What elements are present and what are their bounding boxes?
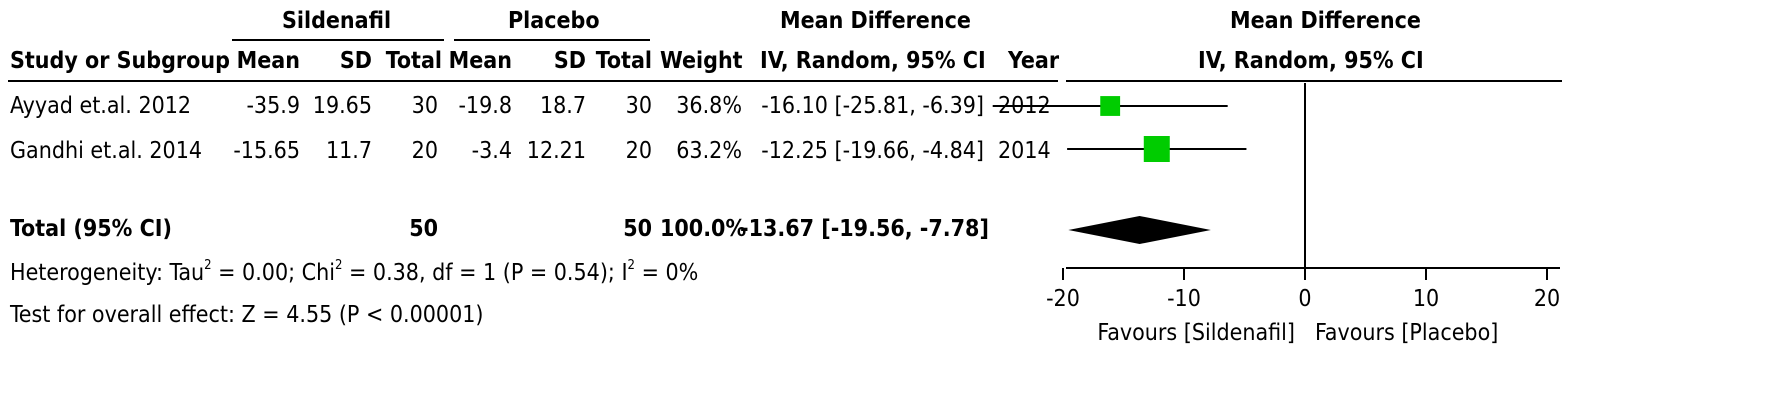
study-ci: -16.10 [-25.81, -6.39]	[761, 93, 984, 119]
study-sd2: 12.21	[526, 138, 586, 164]
year-column-header: Year	[1008, 48, 1060, 74]
study-effect-marker	[1100, 96, 1121, 116]
study-sd1: 11.7	[325, 138, 372, 164]
overall-effect-text: Test for overall effect: Z = 4.55 (P < 0…	[10, 302, 484, 328]
study-weight: 36.8%	[676, 93, 742, 119]
group1-header: Sildenafil	[282, 8, 392, 34]
x-axis-tick-label: -10	[1167, 286, 1201, 312]
study-sd1: 19.65	[312, 93, 372, 119]
plot-group-header: Mean Difference	[1230, 8, 1421, 34]
mean2-column-header: Mean	[448, 48, 512, 74]
favours-right-label: Favours [Placebo]	[1315, 320, 1498, 346]
study-ci: -12.25 [-19.66, -4.84]	[761, 138, 984, 164]
study-mean1: -35.9	[246, 93, 300, 119]
x-axis-tick-label: 10	[1413, 286, 1439, 312]
study-mean2: -19.8	[458, 93, 512, 119]
total-total1: 50	[409, 216, 438, 242]
study-mean1: -15.65	[233, 138, 300, 164]
group2-header: Placebo	[508, 8, 600, 34]
study-total1: 20	[411, 138, 438, 164]
header-divider	[8, 80, 1058, 82]
total1-column-header: Total	[385, 48, 442, 74]
group1-underline	[232, 39, 444, 41]
pooled-effect-diamond	[1068, 216, 1211, 244]
study-column-header: Study or Subgroup	[10, 48, 230, 74]
favours-left-label: Favours [Sildenafil]	[1097, 320, 1295, 346]
x-axis-tick-label: 0	[1298, 286, 1311, 312]
weight-column-header: Weight	[660, 48, 743, 74]
study-name: Gandhi et.al. 2014	[10, 138, 203, 164]
plot-header-divider	[1066, 80, 1562, 82]
total-label: Total (95% CI)	[10, 216, 172, 242]
study-sd2: 18.7	[539, 93, 586, 119]
study-total2: 30	[625, 93, 652, 119]
x-axis-tick-label: 20	[1534, 286, 1560, 312]
study-mean2: -3.4	[471, 138, 512, 164]
study-weight: 63.2%	[676, 138, 742, 164]
study-name: Ayyad et.al. 2012	[10, 93, 192, 119]
effect-column-header: IV, Random, 95% CI	[760, 48, 986, 74]
total-total2: 50	[623, 216, 652, 242]
x-axis-tick-label: -20	[1046, 286, 1080, 312]
study-total2: 20	[625, 138, 652, 164]
effect-group-header: Mean Difference	[780, 8, 971, 34]
study-effect-marker	[1143, 136, 1170, 162]
sd1-column-header: SD	[339, 48, 372, 74]
mean1-column-header: Mean	[236, 48, 300, 74]
study-year: 2014	[998, 138, 1051, 164]
study-total1: 30	[411, 93, 438, 119]
plot-column-header: IV, Random, 95% CI	[1198, 48, 1424, 74]
total-ci: -13.67 [-19.56, -7.78]	[740, 216, 989, 242]
total-weight: 100.0%	[660, 216, 747, 242]
heterogeneity-text: Heterogeneity: Tau2 = 0.00; Chi2 = 0.38,…	[10, 258, 699, 286]
total2-column-header: Total	[595, 48, 652, 74]
sd2-column-header: SD	[553, 48, 586, 74]
group2-underline	[454, 39, 650, 41]
